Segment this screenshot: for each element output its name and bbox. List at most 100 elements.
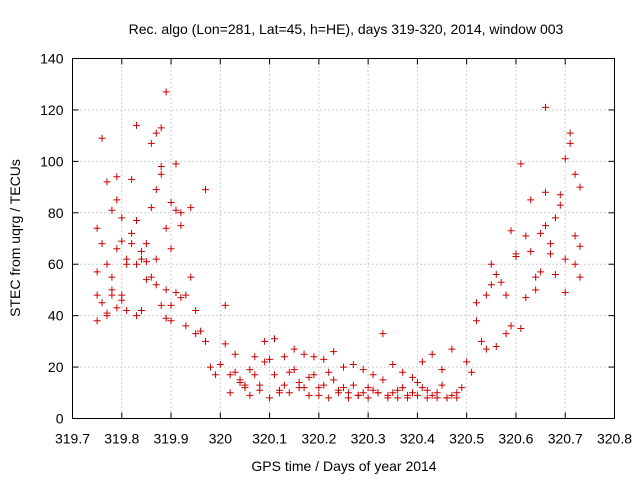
data-point xyxy=(266,394,274,402)
data-point xyxy=(162,314,170,322)
data-point xyxy=(556,201,564,209)
data-point xyxy=(468,368,476,376)
data-point xyxy=(556,191,564,199)
data-point xyxy=(231,368,239,376)
data-point xyxy=(315,391,323,399)
data-point xyxy=(113,245,121,253)
data-point xyxy=(137,247,145,255)
data-point xyxy=(118,214,126,222)
data-point xyxy=(128,240,136,248)
data-point xyxy=(231,350,239,358)
data-point xyxy=(561,255,569,263)
data-point xyxy=(147,273,155,281)
y-tick-label: 0 xyxy=(56,411,64,427)
data-point xyxy=(443,394,451,402)
data-point xyxy=(546,240,554,248)
data-point xyxy=(162,224,170,232)
data-point xyxy=(399,384,407,392)
data-point xyxy=(576,273,584,281)
data-point xyxy=(325,368,333,376)
data-point xyxy=(487,281,495,289)
data-point xyxy=(566,129,574,137)
y-tick-label: 120 xyxy=(40,102,64,118)
data-point xyxy=(507,322,515,330)
data-point xyxy=(271,371,279,379)
data-point xyxy=(497,278,505,286)
data-point xyxy=(280,353,288,361)
data-point xyxy=(246,366,254,374)
data-point xyxy=(379,376,387,384)
y-tick-label: 140 xyxy=(40,51,64,67)
data-point xyxy=(305,391,313,399)
data-point xyxy=(113,196,121,204)
data-point xyxy=(453,394,461,402)
data-point xyxy=(103,312,111,320)
data-point xyxy=(340,384,347,392)
data-point xyxy=(413,391,421,399)
data-point xyxy=(300,350,308,358)
data-point xyxy=(458,384,466,392)
data-point xyxy=(177,294,185,302)
data-point xyxy=(162,88,170,96)
x-tick-label: 319.8 xyxy=(104,431,139,447)
data-point xyxy=(546,250,554,258)
data-point xyxy=(477,337,485,345)
data-point xyxy=(137,307,145,314)
data-point xyxy=(537,268,545,276)
data-point xyxy=(236,376,244,384)
data-point xyxy=(251,371,259,379)
data-point xyxy=(142,276,150,284)
data-point xyxy=(502,291,510,299)
data-point xyxy=(177,222,185,230)
data-point xyxy=(152,129,160,137)
data-point xyxy=(320,355,328,363)
data-point xyxy=(147,139,155,147)
data-point xyxy=(349,381,357,389)
data-point xyxy=(359,389,367,397)
data-point xyxy=(408,373,416,381)
data-point xyxy=(418,384,426,392)
data-point xyxy=(542,222,550,230)
data-point xyxy=(438,366,446,374)
data-point xyxy=(295,384,303,392)
data-point xyxy=(285,389,293,397)
data-point xyxy=(522,232,530,240)
data-point xyxy=(266,355,274,363)
data-point xyxy=(561,155,569,163)
data-point xyxy=(147,204,155,212)
data-point xyxy=(118,291,126,299)
data-point xyxy=(202,337,210,345)
data-points xyxy=(93,88,584,402)
data-point xyxy=(113,173,121,181)
data-point xyxy=(211,371,219,379)
data-point xyxy=(448,345,456,353)
data-point xyxy=(93,268,101,276)
data-point xyxy=(473,317,481,325)
data-point xyxy=(108,273,116,281)
y-tick-label: 40 xyxy=(48,308,64,324)
data-point xyxy=(157,301,165,309)
data-point xyxy=(221,301,229,309)
y-tick-label: 100 xyxy=(40,153,64,169)
data-point xyxy=(162,286,170,294)
plot-frame xyxy=(72,58,615,419)
data-point xyxy=(551,214,559,222)
data-point xyxy=(561,289,569,296)
y-tick-label: 60 xyxy=(48,256,64,272)
data-point xyxy=(93,317,101,325)
data-point xyxy=(216,361,224,368)
data-point xyxy=(340,363,347,371)
data-point xyxy=(532,273,540,281)
data-point xyxy=(369,371,377,379)
data-point xyxy=(93,224,101,232)
data-point xyxy=(379,330,387,338)
data-point xyxy=(335,389,343,397)
data-point xyxy=(330,348,338,356)
data-point xyxy=(507,227,515,235)
data-point xyxy=(537,229,545,237)
data-point xyxy=(118,237,126,245)
data-point xyxy=(517,325,525,332)
data-point xyxy=(192,330,200,338)
data-point xyxy=(522,294,530,302)
